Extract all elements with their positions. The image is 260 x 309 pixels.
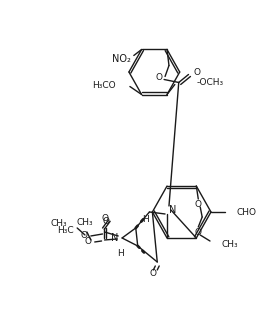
Text: O: O xyxy=(85,238,92,247)
Text: -OCH₃: -OCH₃ xyxy=(196,78,223,87)
Text: CH₃: CH₃ xyxy=(77,218,93,227)
Text: N: N xyxy=(169,205,176,215)
Text: O: O xyxy=(103,218,110,226)
Text: O: O xyxy=(101,214,108,223)
Text: O: O xyxy=(81,231,88,240)
Text: CHO: CHO xyxy=(236,208,256,217)
Text: CH₃: CH₃ xyxy=(222,239,238,248)
Text: O: O xyxy=(155,73,162,82)
Text: H₃C: H₃C xyxy=(57,226,73,235)
Text: H₃CO: H₃CO xyxy=(93,81,116,90)
Text: CH₃: CH₃ xyxy=(51,219,67,228)
Text: N: N xyxy=(111,233,118,243)
Text: O: O xyxy=(195,227,202,236)
Text: H: H xyxy=(117,249,124,259)
Text: O: O xyxy=(193,68,200,77)
Text: O: O xyxy=(150,269,157,278)
Text: H: H xyxy=(142,215,148,224)
Text: NO₂: NO₂ xyxy=(112,54,131,65)
Text: O: O xyxy=(195,200,202,209)
